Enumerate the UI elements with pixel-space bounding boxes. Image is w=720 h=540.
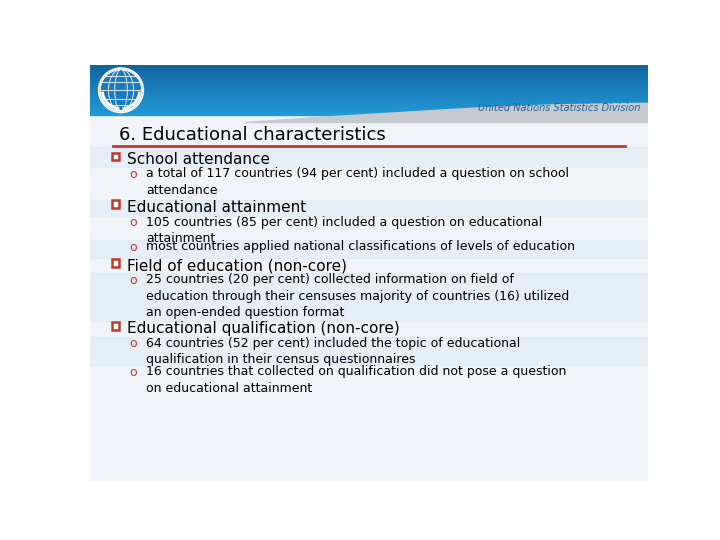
Text: o: o: [129, 338, 136, 350]
Bar: [90, 98, 648, 99]
Bar: [90, 101, 648, 102]
Bar: [90, 78, 648, 79]
Bar: [90, 109, 648, 110]
Bar: [90, 66, 648, 67]
Bar: [90, 83, 648, 84]
Bar: [90, 76, 648, 77]
Text: o: o: [129, 366, 136, 379]
Bar: [90, 74, 648, 75]
Bar: [90, 273, 648, 321]
Bar: [90, 93, 648, 94]
Bar: [90, 108, 648, 109]
Bar: [90, 82, 648, 83]
Bar: [90, 71, 648, 72]
Text: most countries applied national classifications of levels of education: most countries applied national classifi…: [145, 240, 575, 253]
Bar: [90, 100, 648, 101]
Text: o: o: [129, 241, 136, 254]
Text: 6. Educational characteristics: 6. Educational characteristics: [120, 126, 386, 144]
Bar: [90, 81, 648, 82]
Bar: [90, 79, 648, 80]
Bar: [90, 96, 648, 97]
Bar: [90, 67, 648, 68]
Bar: [90, 72, 648, 73]
Bar: [90, 69, 648, 70]
Bar: [90, 99, 648, 100]
Bar: [90, 240, 648, 258]
Text: o: o: [129, 217, 136, 230]
Bar: [90, 85, 648, 86]
Bar: [90, 115, 648, 481]
Text: 64 countries (52 per cent) included the topic of educational
qualification in th: 64 countries (52 per cent) included the …: [145, 336, 520, 366]
Bar: [90, 103, 648, 104]
Bar: [90, 200, 648, 215]
Bar: [90, 89, 648, 90]
Bar: [90, 102, 648, 103]
Bar: [90, 107, 648, 108]
Circle shape: [99, 68, 143, 112]
Bar: [90, 94, 648, 95]
Bar: [90, 111, 648, 112]
Text: a total of 117 countries (94 per cent) included a question on school
attendance: a total of 117 countries (94 per cent) i…: [145, 167, 569, 197]
Bar: [90, 104, 648, 105]
Bar: [90, 147, 648, 167]
Bar: [90, 86, 648, 87]
Text: o: o: [129, 274, 136, 287]
Bar: [112, 322, 120, 330]
Text: Educational qualification (non-core): Educational qualification (non-core): [127, 321, 400, 336]
Bar: [90, 84, 648, 85]
Text: United Nations Statistics Division: United Nations Statistics Division: [478, 103, 640, 112]
Bar: [90, 336, 648, 365]
Text: 25 countries (20 per cent) collected information on field of
education through t: 25 countries (20 per cent) collected inf…: [145, 273, 569, 320]
Bar: [90, 106, 648, 107]
Bar: [90, 68, 648, 69]
Bar: [90, 113, 648, 114]
Bar: [90, 97, 648, 98]
Text: 16 countries that collected on qualification did not pose a question
on educatio: 16 countries that collected on qualifica…: [145, 365, 566, 395]
Bar: [112, 153, 120, 160]
Bar: [90, 112, 648, 113]
Bar: [90, 95, 648, 96]
Text: School attendance: School attendance: [127, 152, 270, 167]
Bar: [90, 114, 648, 115]
Text: o: o: [129, 168, 136, 181]
Bar: [90, 91, 648, 92]
Bar: [90, 88, 648, 89]
Bar: [90, 77, 648, 78]
Bar: [90, 80, 648, 81]
Text: Field of education (non-core): Field of education (non-core): [127, 258, 347, 273]
Text: Educational attainment: Educational attainment: [127, 200, 307, 214]
Bar: [90, 75, 648, 76]
Bar: [90, 70, 648, 71]
Bar: [90, 105, 648, 106]
Bar: [90, 65, 648, 66]
Bar: [112, 259, 120, 267]
Text: 105 countries (85 per cent) included a question on educational
attainment: 105 countries (85 per cent) included a q…: [145, 215, 542, 245]
Polygon shape: [245, 103, 648, 123]
Circle shape: [100, 70, 142, 111]
Bar: [90, 110, 648, 111]
Bar: [90, 73, 648, 74]
Bar: [90, 90, 648, 91]
Bar: [90, 87, 648, 88]
Bar: [112, 200, 120, 208]
Bar: [90, 92, 648, 93]
